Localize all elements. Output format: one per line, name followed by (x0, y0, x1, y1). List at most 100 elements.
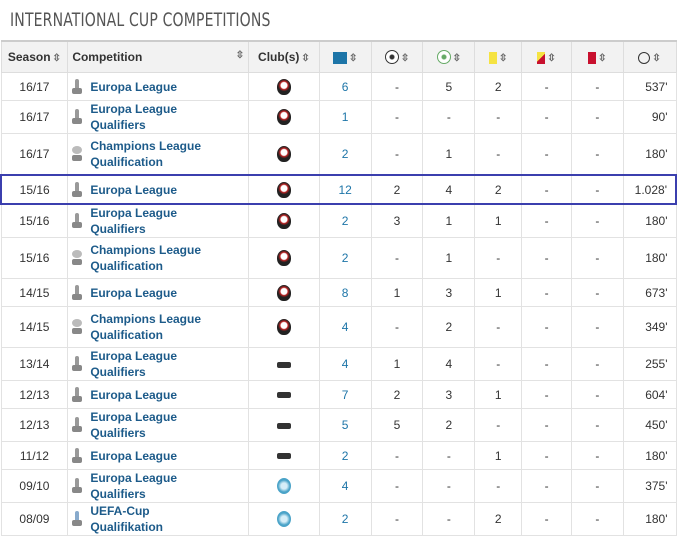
yellow-cards: - (474, 100, 523, 134)
yellow-red-cards: - (521, 380, 572, 409)
appearances[interactable]: 4 (318, 306, 372, 348)
red-cards: - (571, 237, 624, 279)
season: 12/13 (0, 380, 69, 409)
club-crest-icon[interactable] (276, 250, 291, 266)
club-crest-icon[interactable] (276, 109, 291, 125)
red-cards: - (571, 174, 624, 205)
sort-icon: ⇳ (348, 53, 358, 64)
goals: - (370, 72, 424, 101)
competition-link[interactable]: Europa League (90, 79, 177, 94)
appearances[interactable]: 8 (318, 278, 372, 307)
red-cards: - (571, 100, 624, 134)
competition-trophy-icon (72, 181, 83, 198)
appearances[interactable]: 12 (318, 174, 372, 205)
appearances[interactable]: 2 (318, 203, 372, 238)
goals: - (370, 441, 424, 470)
appearances[interactable]: 6 (318, 72, 372, 101)
minutes: 180' (622, 502, 677, 536)
appearances[interactable]: 7 (318, 380, 372, 409)
appearances[interactable]: 2 (318, 441, 372, 470)
club-crest-icon[interactable] (276, 392, 291, 399)
competition-link[interactable]: Europa League Qualifiers (90, 410, 177, 440)
sort-competition[interactable]: Competition ⇳ (67, 40, 250, 73)
competition-link[interactable]: Europa League Qualifiers (90, 471, 177, 501)
goals: 1 (370, 347, 424, 381)
minutes-clock-icon (638, 51, 651, 64)
club-crest-icon[interactable] (276, 181, 291, 198)
appearances[interactable]: 1 (318, 100, 372, 134)
club-crest-icon[interactable] (276, 284, 291, 301)
competition-link[interactable]: Europa League (90, 182, 177, 197)
appearances[interactable]: 4 (318, 469, 372, 503)
competition-link[interactable]: Champions League Qualification (90, 312, 201, 342)
sort-season[interactable]: Season ⇳ (0, 40, 69, 73)
competition-link[interactable]: Europa League (90, 448, 177, 463)
club-crest-icon[interactable] (276, 511, 291, 527)
season: 16/17 (0, 133, 69, 176)
red-cards: - (571, 380, 624, 409)
red-cards: - (571, 502, 624, 536)
assists: - (422, 502, 476, 536)
sort-assists[interactable]: ⇳ (422, 40, 476, 73)
competition-trophy-icon (72, 478, 83, 494)
competition-trophy-icon (72, 356, 83, 372)
minutes: 604' (622, 380, 677, 409)
minutes: 450' (622, 408, 677, 442)
club-crest-icon[interactable] (276, 78, 291, 95)
sort-yellow[interactable]: ⇳ (474, 40, 523, 73)
table-row: 16/17 Champions League Qualification 2 -… (0, 133, 677, 176)
competition-link[interactable]: Europa League Qualifiers (90, 102, 177, 132)
red-cards: - (571, 72, 624, 101)
competition-trophy-icon (72, 417, 83, 433)
sort-appearances[interactable]: ⇳ (318, 40, 372, 73)
competition-link[interactable]: Champions League Qualification (90, 139, 201, 169)
appearances[interactable]: 2 (318, 502, 372, 536)
table-row: 15/16 Champions League Qualification 2 -… (0, 237, 677, 279)
appearances[interactable]: 5 (318, 408, 372, 442)
appearances[interactable]: 4 (318, 347, 372, 381)
competition-link[interactable]: Europa League (90, 387, 177, 402)
club-crest-icon[interactable] (276, 213, 291, 229)
sort-icon: ⇳ (301, 53, 310, 64)
competition-link[interactable]: Champions League Qualification (90, 243, 201, 273)
appearances[interactable]: 2 (318, 133, 372, 176)
competition-link[interactable]: Europa League Qualifiers (90, 206, 177, 236)
sort-icon: ⇳ (52, 53, 61, 64)
competition-link[interactable]: Europa League (90, 285, 177, 300)
goals: 2 (370, 380, 424, 409)
season: 15/16 (0, 203, 69, 238)
club-crest-icon[interactable] (276, 422, 291, 429)
club-crest-icon[interactable] (276, 146, 291, 162)
competition-link[interactable]: UEFA-Cup Qualifikation (90, 504, 163, 534)
competition-link[interactable]: Europa League Qualifiers (90, 349, 177, 379)
table-row: 11/12 Europa League 2 - - 1 - - 180' (0, 441, 677, 470)
sort-yellow-red[interactable]: ⇳ (521, 40, 572, 73)
goals: - (370, 100, 424, 134)
red-cards: - (571, 306, 624, 348)
table-row: 14/15 Champions League Qualification 4 -… (0, 306, 677, 348)
appearances[interactable]: 2 (318, 237, 372, 279)
sort-minutes[interactable]: ⇳ (622, 40, 677, 73)
yellow-cards: - (474, 133, 523, 176)
goals: - (370, 133, 424, 176)
yellow-cards: 1 (474, 441, 523, 470)
club-crest-icon[interactable] (276, 453, 291, 460)
table-row: 12/13 Europa League 7 2 3 1 - - 604' (0, 380, 677, 409)
competition-trophy-icon (72, 213, 83, 229)
sort-red[interactable]: ⇳ (571, 40, 624, 73)
minutes: 673' (622, 278, 677, 307)
sort-goals[interactable]: ⇳ (370, 40, 424, 73)
yellow-red-cards: - (521, 408, 572, 442)
club-crest-icon[interactable] (276, 319, 291, 335)
table-row: 12/13 Europa League Qualifiers 5 5 2 - -… (0, 408, 677, 442)
assists: 1 (422, 203, 476, 238)
club-crest-icon[interactable] (276, 361, 291, 368)
season: 13/14 (0, 347, 69, 381)
red-cards: - (571, 441, 624, 470)
yellow-cards: - (474, 237, 523, 279)
assists: 3 (422, 380, 476, 409)
sort-clubs[interactable]: Club(s) ⇳ (248, 40, 320, 73)
section-title: INTERNATIONAL CUP COMPETITIONS (10, 9, 271, 31)
club-crest-icon[interactable] (276, 478, 291, 494)
assists: 5 (422, 72, 476, 101)
